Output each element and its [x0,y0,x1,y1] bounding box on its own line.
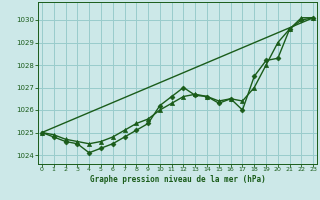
X-axis label: Graphe pression niveau de la mer (hPa): Graphe pression niveau de la mer (hPa) [90,175,266,184]
